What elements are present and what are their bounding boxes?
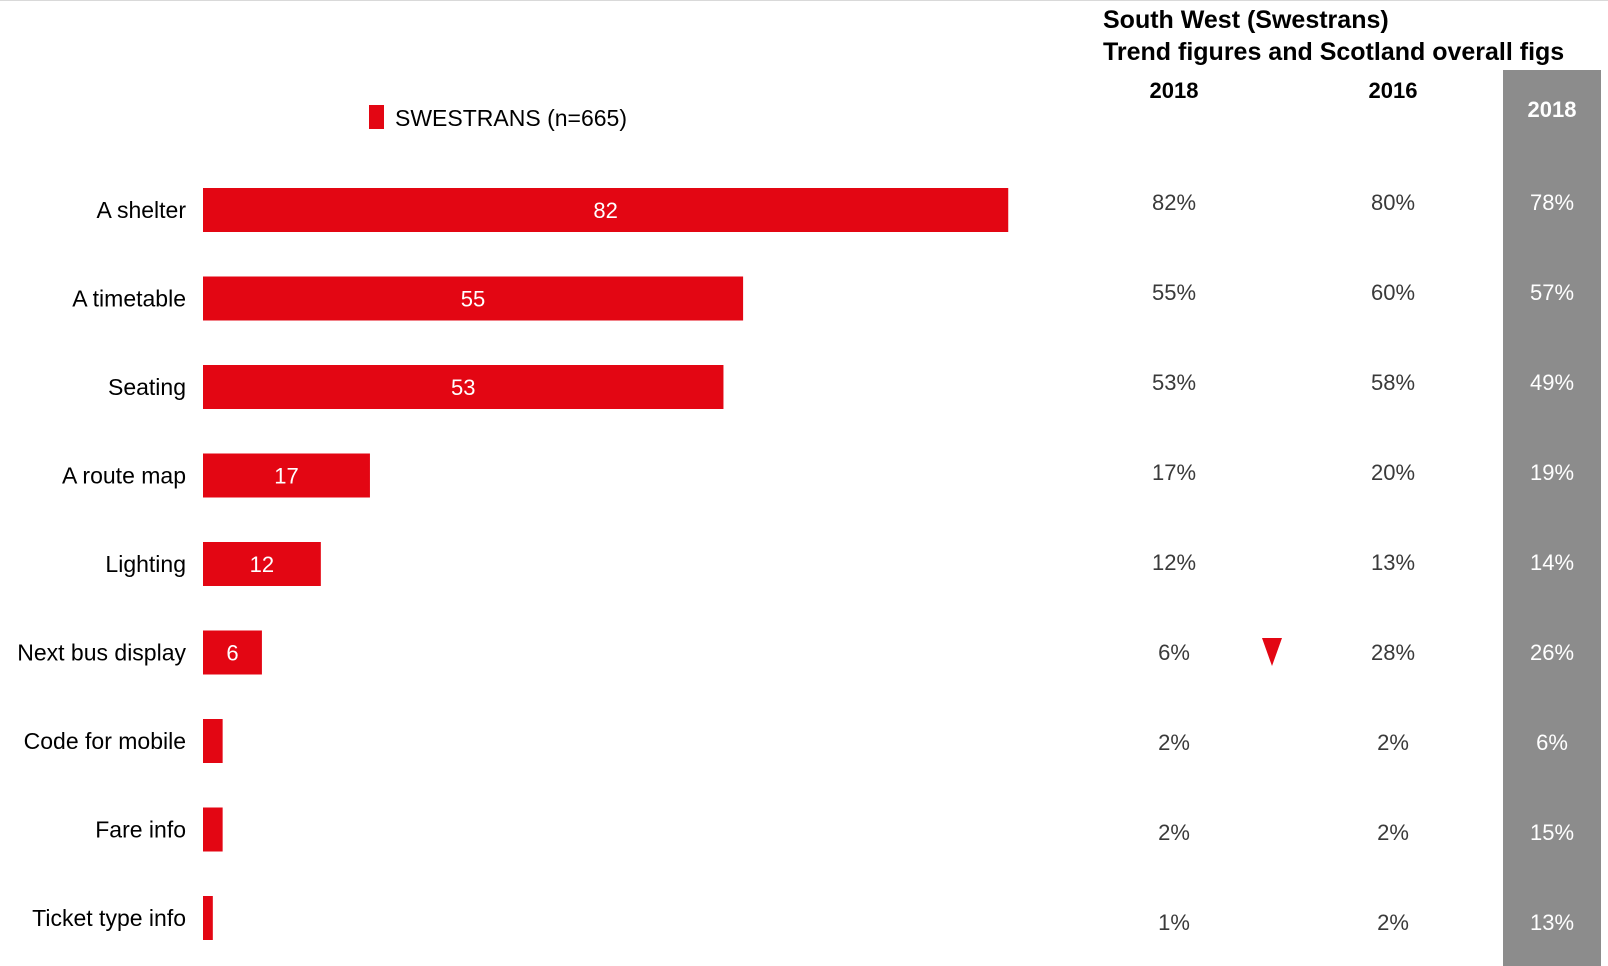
category-label: A timetable [72, 286, 186, 312]
bar [203, 807, 223, 852]
bar-data-label: 82 [593, 198, 617, 223]
decrease-arrow-icon [1262, 638, 1282, 666]
cell-2016: 2% [1377, 910, 1409, 935]
bar-data-label: 55 [461, 287, 485, 312]
cell-scotland-2018: 13% [1529, 910, 1575, 935]
bar [203, 896, 213, 940]
scotland-column-background [1503, 70, 1601, 966]
cell-2016: 13% [1370, 550, 1416, 575]
cell-scotland-2018: 26% [1529, 640, 1575, 665]
category-label: Next bus display [17, 640, 186, 666]
cell-2016: 80% [1370, 190, 1416, 215]
cell-2018: 6% [1158, 640, 1190, 665]
cell-scotland-2018: 15% [1529, 820, 1575, 845]
cell-2018: 2% [1158, 730, 1190, 755]
cell-2016: 2% [1377, 730, 1409, 755]
bar [203, 542, 321, 586]
cell-2016: 58% [1370, 370, 1416, 395]
cell-2016: 20% [1370, 460, 1416, 485]
bar-data-label: 12 [250, 552, 274, 577]
cell-scotland-2018: 57% [1529, 280, 1575, 305]
table-title: South West (Swestrans) Trend figures and… [1103, 4, 1603, 68]
cell-2018: 55% [1151, 280, 1197, 305]
cell-2016: 28% [1370, 640, 1416, 665]
cell-scotland-2018: 19% [1529, 460, 1575, 485]
bar [203, 188, 1009, 232]
table-title-line2: Trend figures and Scotland overall figs [1103, 38, 1565, 66]
bar [203, 630, 262, 675]
cell-2018: 17% [1151, 460, 1197, 485]
cell-2016: 2% [1377, 820, 1409, 845]
cell-scotland-2018: 49% [1529, 370, 1575, 395]
category-label: Ticket type info [32, 905, 186, 931]
bar-data-label: 6 [226, 641, 238, 666]
legend-swatch [369, 105, 384, 129]
bar [203, 453, 370, 498]
cell-2018: 2% [1158, 820, 1190, 845]
cell-scotland-2018: 78% [1529, 190, 1575, 215]
top-divider [0, 0, 1608, 1]
column-header-2018: 2018 [1149, 78, 1199, 103]
category-label: A shelter [97, 197, 187, 223]
bar [203, 719, 223, 763]
category-label: A route map [62, 463, 186, 489]
column-header-2016: 2016 [1368, 78, 1418, 103]
bar [203, 276, 744, 321]
cell-2018: 53% [1151, 370, 1197, 395]
category-label: Fare info [95, 817, 186, 843]
bar-data-label: 53 [451, 375, 475, 400]
cell-scotland-2018: 6% [1536, 730, 1568, 755]
legend-label: SWESTRANS (n=665) [395, 105, 627, 131]
cell-scotland-2018: 14% [1529, 550, 1575, 575]
cell-2018: 82% [1151, 190, 1197, 215]
category-label: Seating [108, 374, 186, 400]
cell-2018: 1% [1158, 910, 1190, 935]
cell-2018: 12% [1151, 550, 1197, 575]
category-label: Lighting [105, 551, 186, 577]
cell-2016: 60% [1370, 280, 1416, 305]
table-title-line1: South West (Swestrans) [1103, 6, 1389, 34]
bar-data-label: 17 [274, 464, 298, 489]
column-header-scotland-2018: 2018 [1527, 97, 1577, 122]
bar [203, 365, 724, 409]
category-label: Code for mobile [24, 728, 186, 754]
